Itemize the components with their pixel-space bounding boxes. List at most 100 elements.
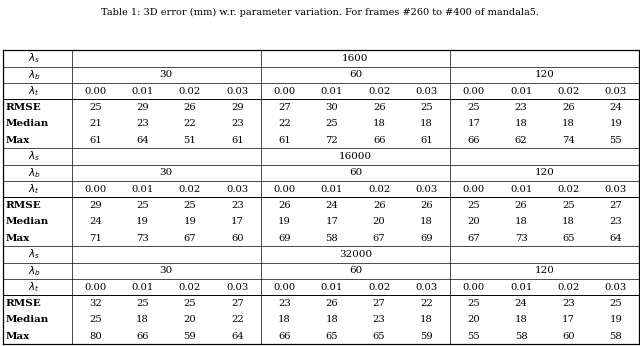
Text: Max: Max: [6, 136, 30, 145]
Text: 66: 66: [373, 136, 385, 145]
Text: 0.01: 0.01: [321, 184, 343, 193]
Text: 0.03: 0.03: [415, 86, 438, 95]
Text: 58: 58: [515, 331, 527, 340]
Text: 0.02: 0.02: [368, 86, 390, 95]
Text: 0.02: 0.02: [557, 283, 580, 292]
Text: 60: 60: [349, 266, 362, 275]
Text: 74: 74: [562, 136, 575, 145]
Text: Max: Max: [6, 234, 30, 243]
Text: Table 1: 3D error (mm) w.r. parameter variation. For frames #260 to #400 of mand: Table 1: 3D error (mm) w.r. parameter va…: [101, 8, 539, 17]
Text: $\lambda_b$: $\lambda_b$: [28, 264, 40, 277]
Text: 32: 32: [89, 299, 102, 308]
Text: 0.03: 0.03: [226, 283, 248, 292]
Text: 69: 69: [278, 234, 291, 243]
Text: 29: 29: [89, 201, 102, 210]
Text: 29: 29: [136, 103, 149, 112]
Text: 60: 60: [349, 168, 362, 177]
Text: 19: 19: [278, 217, 291, 226]
Text: 0.00: 0.00: [84, 86, 106, 95]
Text: 20: 20: [467, 315, 480, 324]
Text: 64: 64: [136, 136, 149, 145]
Text: 18: 18: [562, 217, 575, 226]
Text: 59: 59: [184, 331, 196, 340]
Text: 73: 73: [136, 234, 149, 243]
Text: 30: 30: [159, 266, 173, 275]
Text: 23: 23: [231, 119, 244, 128]
Text: 23: 23: [372, 315, 385, 324]
Text: 55: 55: [467, 331, 480, 340]
Text: 0.00: 0.00: [84, 283, 106, 292]
Text: $\lambda_b$: $\lambda_b$: [28, 68, 40, 82]
Text: 22: 22: [231, 315, 244, 324]
Text: 58: 58: [326, 234, 339, 243]
Text: 18: 18: [278, 315, 291, 324]
Text: 22: 22: [184, 119, 196, 128]
Text: 26: 26: [326, 299, 338, 308]
Text: 23: 23: [231, 201, 244, 210]
Text: 18: 18: [420, 119, 433, 128]
Text: 24: 24: [609, 103, 622, 112]
Text: 65: 65: [373, 331, 385, 340]
Text: 60: 60: [349, 70, 362, 79]
Text: 20: 20: [467, 217, 480, 226]
Text: 0.03: 0.03: [415, 283, 438, 292]
Text: Max: Max: [6, 331, 30, 340]
Text: 26: 26: [420, 201, 433, 210]
Text: 25: 25: [136, 201, 149, 210]
Text: 20: 20: [184, 315, 196, 324]
Text: 18: 18: [515, 217, 527, 226]
Text: 120: 120: [535, 168, 555, 177]
Text: 61: 61: [278, 136, 291, 145]
Text: 0.03: 0.03: [415, 184, 438, 193]
Text: $\lambda_t$: $\lambda_t$: [28, 280, 40, 294]
Text: 25: 25: [609, 299, 622, 308]
Text: 24: 24: [515, 299, 527, 308]
Text: 55: 55: [609, 136, 622, 145]
Text: 22: 22: [420, 299, 433, 308]
Text: 27: 27: [231, 299, 244, 308]
Text: 66: 66: [468, 136, 480, 145]
Text: 18: 18: [372, 119, 386, 128]
Text: 0.01: 0.01: [321, 283, 343, 292]
Text: RMSE: RMSE: [6, 201, 42, 210]
Text: 0.02: 0.02: [557, 184, 580, 193]
Text: 73: 73: [515, 234, 527, 243]
Text: 62: 62: [515, 136, 527, 145]
Text: 0.02: 0.02: [179, 86, 201, 95]
Text: $\lambda_s$: $\lambda_s$: [28, 247, 40, 261]
Text: 21: 21: [89, 119, 102, 128]
Text: 60: 60: [562, 331, 575, 340]
Text: 17: 17: [325, 217, 339, 226]
Text: 25: 25: [467, 103, 480, 112]
Text: 58: 58: [609, 331, 622, 340]
Text: 0.00: 0.00: [463, 86, 485, 95]
Text: 0.00: 0.00: [463, 283, 485, 292]
Text: 25: 25: [562, 201, 575, 210]
Text: 23: 23: [515, 103, 527, 112]
Text: 0.03: 0.03: [605, 184, 627, 193]
Text: $\lambda_b$: $\lambda_b$: [28, 166, 40, 180]
Text: 0.00: 0.00: [84, 184, 106, 193]
Text: 30: 30: [159, 168, 173, 177]
Text: 25: 25: [184, 201, 196, 210]
Text: 23: 23: [609, 217, 622, 226]
Text: 67: 67: [373, 234, 385, 243]
Text: 64: 64: [609, 234, 622, 243]
Text: 0.02: 0.02: [557, 86, 580, 95]
Text: 26: 26: [373, 103, 385, 112]
Text: 30: 30: [326, 103, 339, 112]
Text: 61: 61: [420, 136, 433, 145]
Text: 24: 24: [89, 217, 102, 226]
Text: 25: 25: [136, 299, 149, 308]
Text: 0.01: 0.01: [510, 86, 532, 95]
Text: 23: 23: [562, 299, 575, 308]
Text: 0.02: 0.02: [179, 184, 201, 193]
Text: 29: 29: [231, 103, 244, 112]
Text: 26: 26: [373, 201, 385, 210]
Text: 67: 67: [184, 234, 196, 243]
Text: 0.01: 0.01: [131, 283, 154, 292]
Text: 72: 72: [326, 136, 339, 145]
Text: 17: 17: [467, 119, 480, 128]
Text: 18: 18: [136, 315, 149, 324]
Text: RMSE: RMSE: [6, 299, 42, 308]
